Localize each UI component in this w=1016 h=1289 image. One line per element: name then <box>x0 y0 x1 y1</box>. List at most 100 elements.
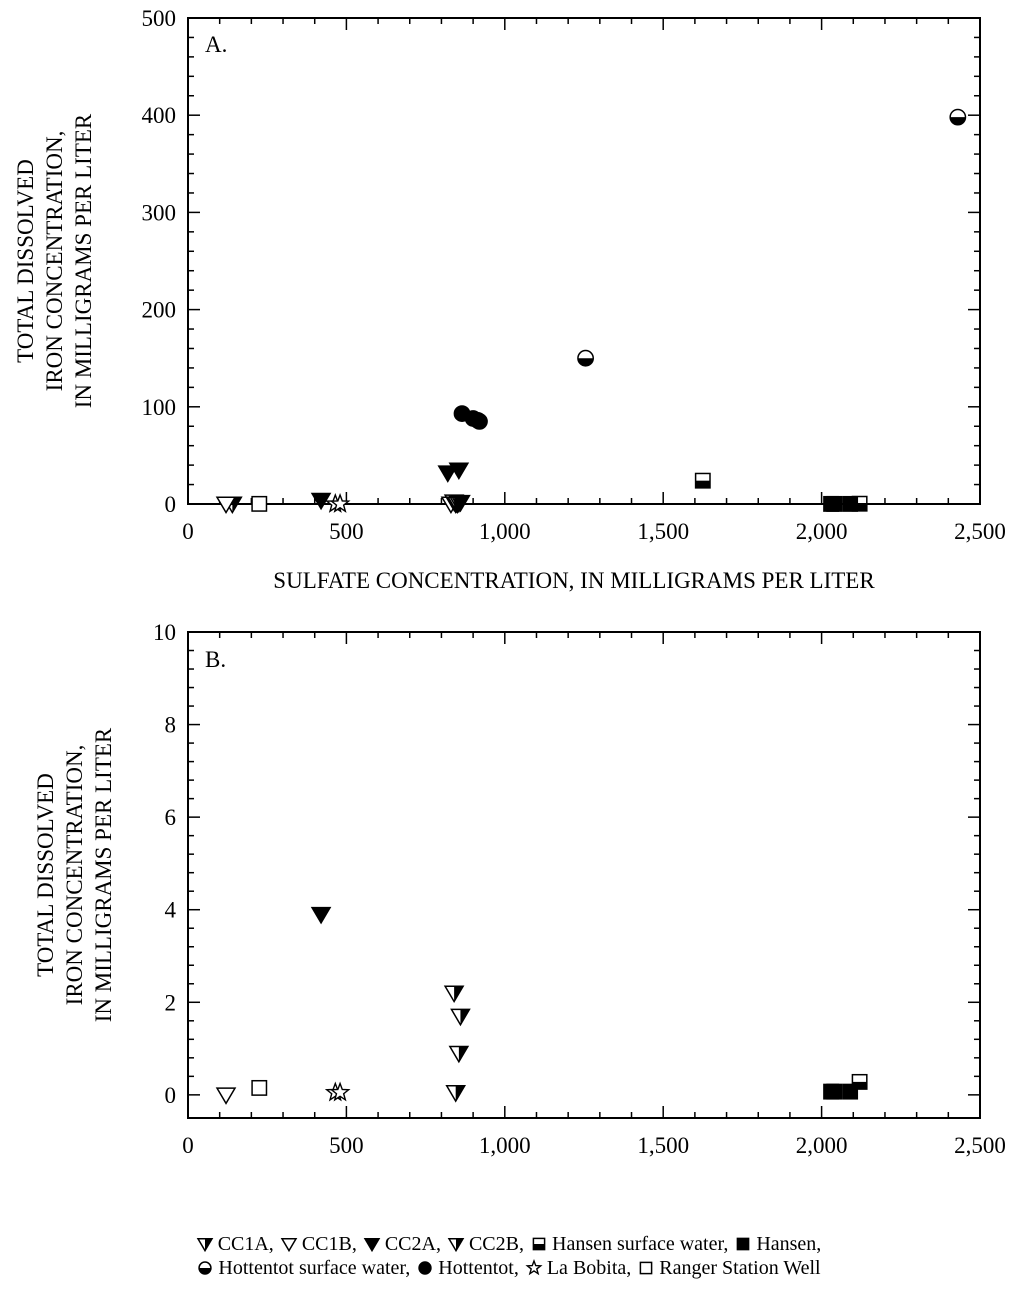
legend-marker-shape <box>198 1261 213 1275</box>
y-tick-label: 10 <box>153 620 176 645</box>
legend-marker-circ-half <box>198 1261 213 1275</box>
legend-item: Ranger Station Well <box>636 1257 821 1279</box>
legend-marker-shape <box>532 1237 546 1251</box>
legend-item: Hansen surface water, <box>529 1233 733 1255</box>
x-tick-label: 0 <box>182 1133 194 1158</box>
legend-marker-shape <box>736 1237 750 1251</box>
y-tick-label: 500 <box>142 6 177 31</box>
series-cc2a <box>310 906 332 925</box>
panel-label: A. <box>205 32 227 57</box>
series-hansen <box>823 1083 859 1100</box>
x-axis-label: SULFATE CONCENTRATION, IN MILLIGRAMS PER… <box>273 568 875 593</box>
data-point <box>826 1083 843 1100</box>
data-point <box>949 108 967 126</box>
series-ranger-station-well <box>251 495 268 512</box>
data-point <box>842 495 859 512</box>
y-tick-label: 400 <box>142 103 177 128</box>
y-axis-label-line: TOTAL DISSOLVED <box>13 159 38 363</box>
chart-panel-b: 05001,0001,5002,0002,5000246810B.SULFATE… <box>33 620 1006 1158</box>
plot-frame <box>187 17 981 505</box>
legend-item: Hansen, <box>733 1233 821 1255</box>
legend-label: CC1B, <box>301 1233 362 1255</box>
y-tick-label: 200 <box>142 298 177 323</box>
y-tick-label: 8 <box>165 713 177 738</box>
legend-marker-tri-open <box>280 1237 298 1253</box>
legend-marker-tri-half <box>447 1237 465 1253</box>
series-ranger-station-well <box>251 1079 268 1096</box>
legend-item: La Bobita, <box>524 1257 636 1279</box>
legend: CC1A, CC1B, CC2A, CC2B, Hansen surface w… <box>0 1232 1016 1280</box>
series-la-bobita <box>324 492 351 513</box>
series-hottentot <box>453 405 488 430</box>
legend-item: CC1B, <box>279 1233 362 1255</box>
y-axis-label: TOTAL DISSOLVED IRON CONCENTRATION, IN MIL… <box>33 727 116 1022</box>
y-axis-label-line: IN MILLIGRAMS PER LITER <box>71 113 96 408</box>
data-point <box>215 1087 237 1105</box>
legend-label: Hottentot surface water, <box>218 1257 416 1279</box>
data-point <box>445 496 467 514</box>
y-axis-label-line: TOTAL DISSOLVED <box>33 773 58 977</box>
legend-marker-shape <box>418 1261 432 1275</box>
data-point <box>851 1073 868 1090</box>
y-tick-label: 6 <box>165 805 177 830</box>
legend-marker-tri-half <box>196 1237 213 1253</box>
panel-label: B. <box>205 647 226 672</box>
x-tick-label: 1,000 <box>479 519 531 544</box>
legend-label: CC2A, <box>384 1233 446 1255</box>
legend-marker-shape <box>363 1237 381 1253</box>
x-tick-label: 2,000 <box>796 1133 848 1158</box>
data-point <box>329 492 351 513</box>
series-cc2b <box>443 494 471 514</box>
legend-marker-shape <box>280 1237 298 1253</box>
legend-label: Hansen surface water, <box>552 1233 734 1255</box>
legend-item: Hottentot, <box>415 1257 524 1279</box>
legend-marker-circ-filled <box>418 1261 432 1275</box>
legend-label: Hottentot, <box>438 1257 524 1279</box>
legend-label: CC2B, <box>468 1233 529 1255</box>
series-hansen-surface-water <box>851 1073 868 1090</box>
series-hottentot-surface-water <box>577 108 967 367</box>
data-point <box>310 906 332 925</box>
legend-item: Hottentot surface water, <box>195 1257 415 1279</box>
data-point <box>251 495 268 512</box>
legend-line-2: Hottentot surface water, Hottentot, La B… <box>0 1256 1016 1280</box>
legend-marker-sq-open <box>639 1261 653 1275</box>
data-point <box>448 1045 470 1064</box>
series-hansen <box>823 495 859 512</box>
data-point <box>826 495 843 512</box>
data-point <box>577 349 594 367</box>
y-tick-label: 100 <box>142 395 177 420</box>
legend-marker-shape <box>525 1258 543 1276</box>
data-point <box>445 1085 467 1103</box>
y-tick-label: 0 <box>165 1083 177 1108</box>
legend-label: CC1A, <box>217 1233 279 1255</box>
series-cc2b <box>443 985 471 1103</box>
data-point <box>448 462 470 481</box>
legend-label: Hansen, <box>756 1233 822 1255</box>
legend-marker-shape <box>196 1237 213 1253</box>
legend-marker-sq-filled <box>736 1237 750 1251</box>
y-axis-label: TOTAL DISSOLVED IRON CONCENTRATION, IN MIL… <box>13 113 96 408</box>
x-tick-label: 1,500 <box>637 1133 689 1158</box>
data-point <box>329 1081 351 1102</box>
legend-marker-tri-filled <box>363 1237 381 1253</box>
legend-item: CC2A, <box>362 1233 446 1255</box>
legend-marker-sq-half <box>532 1237 546 1251</box>
y-tick-label: 2 <box>165 990 177 1015</box>
legend-line-1: CC1A, CC1B, CC2A, CC2B, Hansen surface w… <box>0 1232 1016 1256</box>
series-cc1b <box>215 1087 237 1105</box>
x-tick-label: 2,000 <box>796 519 848 544</box>
legend-marker-star <box>525 1258 543 1276</box>
x-tick-label: 1,500 <box>637 519 689 544</box>
plot-frame <box>187 631 981 1119</box>
data-point <box>251 1079 268 1096</box>
data-point <box>215 496 237 515</box>
data-point <box>450 1008 471 1027</box>
y-tick-label: 0 <box>165 492 177 517</box>
figure: 0 500 1,000 1,500 2,000 2,5000100200300400500… <box>13 6 1006 1158</box>
legend-marker-shape <box>447 1237 465 1253</box>
data-point <box>694 472 711 489</box>
x-tick-label: 2,500 <box>954 519 1006 544</box>
data-point <box>437 465 459 483</box>
data-point <box>471 412 488 430</box>
